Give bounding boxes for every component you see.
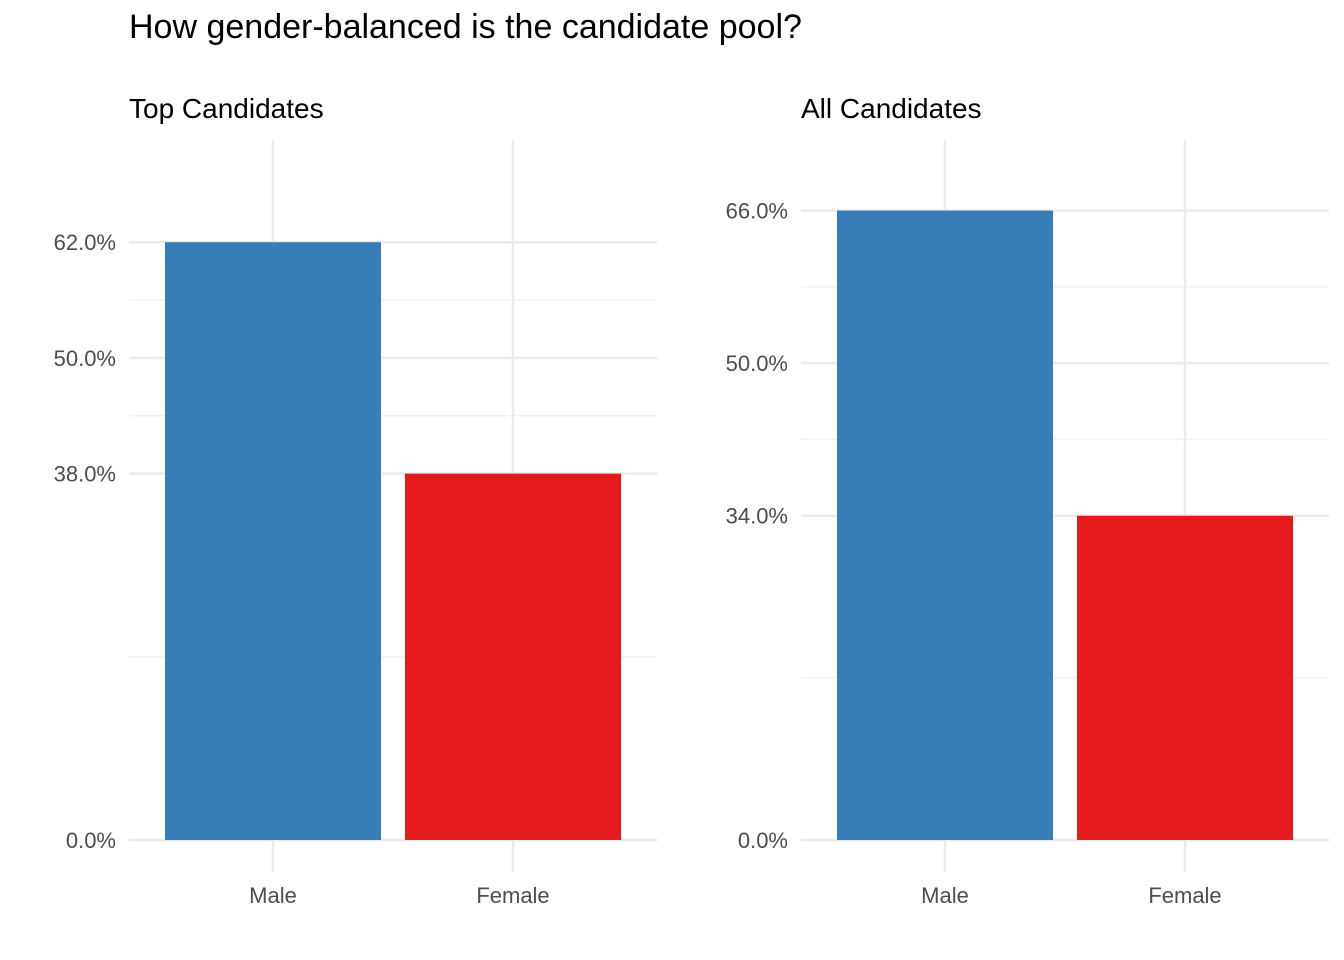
y-tick-label: 50.0% [726, 351, 788, 376]
bars [165, 242, 621, 840]
x-tick-label: Male [249, 883, 297, 908]
y-tick-label: 66.0% [726, 199, 788, 224]
y-tick-label: 50.0% [54, 346, 116, 371]
y-axis-labels: 0.0% 38.0% 50.0% 62.0% [54, 230, 116, 853]
panel-top-candidates: Top Candidates 0.0% 38.0% 50.0% 62.0% Male F… [54, 93, 657, 908]
panel-title-top-candidates: Top Candidates [129, 93, 324, 124]
y-axis-labels: 0.0% 34.0% 50.0% 66.0% [726, 199, 788, 853]
y-tick-label: 0.0% [66, 828, 116, 853]
y-tick-label: 62.0% [54, 230, 116, 255]
bar-female [405, 473, 621, 840]
x-tick-label: Male [921, 883, 969, 908]
bar-female [1077, 515, 1293, 840]
panel-title-all-candidates: All Candidates [801, 93, 982, 124]
y-tick-label: 34.0% [726, 504, 788, 529]
x-axis-labels: Male Female [921, 883, 1222, 908]
x-tick-label: Female [476, 883, 549, 908]
bar-male [837, 210, 1053, 840]
chart-title: How gender-balanced is the candidate poo… [129, 8, 802, 46]
bar-male [165, 242, 381, 840]
x-tick-label: Female [1148, 883, 1221, 908]
x-axis-labels: Male Female [249, 883, 550, 908]
bars [837, 210, 1293, 840]
panel-all-candidates: All Candidates 0.0% 34.0% 50.0% 66.0% Male F… [726, 93, 1329, 908]
y-tick-label: 38.0% [54, 462, 116, 487]
y-tick-label: 0.0% [738, 828, 788, 853]
